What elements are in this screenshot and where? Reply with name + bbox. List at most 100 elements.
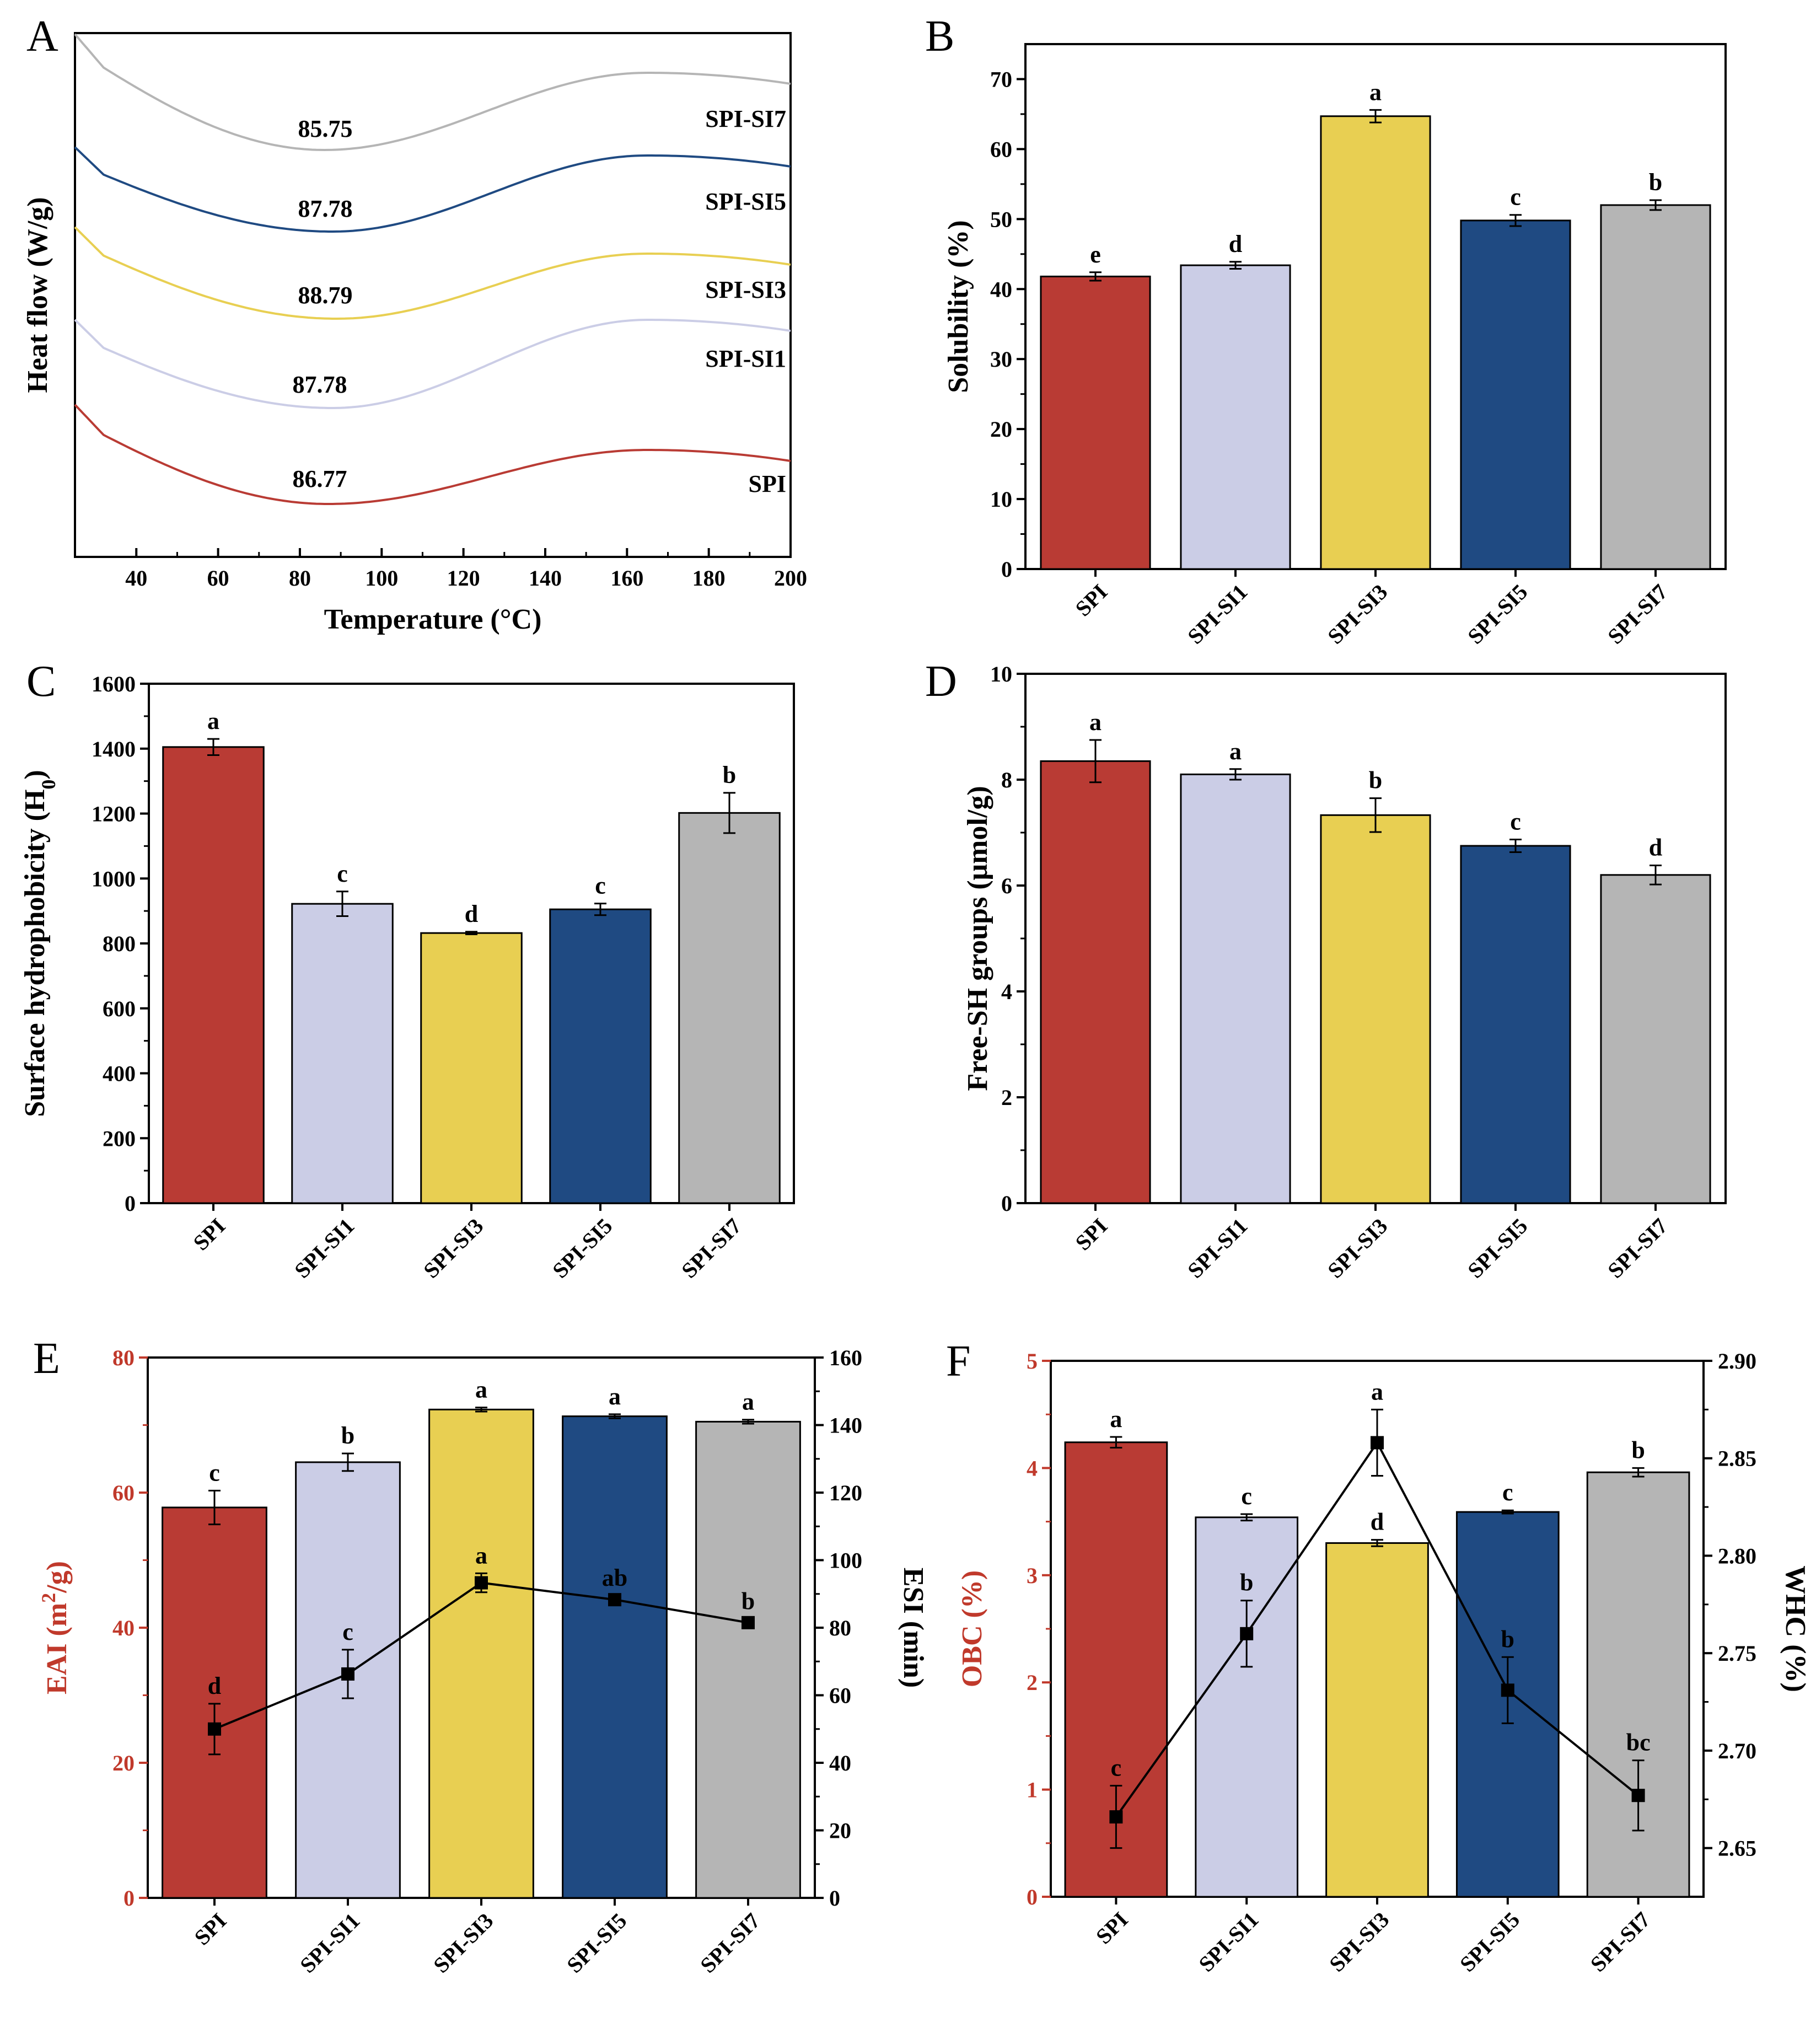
line-point [1109,1810,1123,1824]
x-tick-label: SPI-SI3 [1324,1907,1394,1977]
y-tick-label: 5 [1027,1349,1038,1374]
y-tick-label: 0 [1027,1885,1038,1909]
y-tick-label: 1200 [92,802,136,827]
significance-letter: c [595,872,606,899]
y2-tick-label: 160 [829,1345,862,1370]
y-axis-label-sub: 0 [37,780,60,790]
x-tick-label: SPI-SI1 [1183,580,1252,649]
x-tick-label: SPI [1071,1214,1113,1256]
x-tick-label: SPI [189,1214,230,1256]
y-tick-label: 1400 [92,737,136,761]
line-point [742,1616,755,1629]
dsc-curve-spi-si7 [74,33,791,152]
y2-tick-label: 0 [829,1886,840,1911]
bar-spi-si7 [1586,1471,1690,1898]
x-tick-label: SPI-SI7 [695,1908,765,1978]
bar-spi-si5 [549,908,652,1204]
line-point [1631,1789,1645,1802]
curve-label: SPI-SI7 [705,105,786,132]
x-tick-label: SPI-SI7 [1603,580,1672,649]
significance-letter: d [1371,1509,1384,1536]
x-tick-label: 60 [207,566,229,591]
panel-label-c: C [26,657,56,706]
significance-letter: a [1089,709,1102,736]
y-tick-label: 600 [103,996,136,1021]
significance-letter: b [341,1422,354,1449]
bar-spi-si7 [1600,204,1711,570]
y-left-main: EAI (m [41,1603,73,1694]
y-tick-label: 2 [1027,1670,1038,1695]
y-tick-label: 1000 [92,866,136,891]
dsc-curve-spi [74,404,791,505]
x-tick-label: SPI-SI3 [1323,1214,1392,1283]
plot-frame [74,32,792,558]
significance-letter: b [1649,169,1662,196]
y-axis-label-end: ) [19,770,51,779]
y-tick-label: 800 [103,931,136,956]
y-tick-label: 0 [125,1191,136,1216]
y-tick-label: 3 [1027,1563,1038,1588]
bar-spi [1040,760,1151,1204]
dsc-curve-spi-si1 [74,319,791,409]
significance-letter: d [1229,230,1242,257]
y2-tick-label: 2.65 [1718,1836,1756,1861]
significance-letter: a [475,1376,487,1403]
y-tick-label: 4 [1001,979,1012,1004]
significance-letter: b [723,761,736,788]
line-point [1371,1436,1384,1450]
x-tick-label: SPI-SI7 [1586,1907,1655,1977]
y2-tick-label: 2.75 [1718,1641,1756,1666]
bar-spi-si7 [678,812,781,1204]
significance-letter: a [1229,738,1242,765]
significance-letter: a [1369,78,1382,105]
y-axis-label-left: EAI (m2/g) [37,1561,73,1694]
peak-label: 88.79 [298,282,353,309]
y-tick-label: 20 [990,417,1012,442]
panel-label-a: A [26,12,58,61]
line-point [208,1722,221,1736]
line-point [475,1576,488,1590]
peak-label: 85.75 [298,115,353,142]
y-axis-label-main: Surface hydrophobicity (H [19,790,51,1117]
y2-tick-label: 40 [829,1751,851,1775]
x-tick-label: SPI-SI7 [676,1214,746,1283]
dsc-curve-spi-si3 [74,226,791,320]
peak-label: 87.78 [298,195,353,222]
line-significance-letter: b [1501,1625,1514,1653]
peak-label: 87.78 [293,371,347,398]
line-point [1501,1683,1514,1697]
curve-label: SPI-SI1 [705,345,786,372]
significance-letter: c [209,1459,220,1486]
bar-spi [162,746,265,1204]
y-tick-label: 10 [990,487,1012,512]
line-significance-letter: a [1371,1378,1383,1405]
y-tick-label: 60 [112,1480,135,1505]
y-tick-label: 0 [1001,557,1012,582]
line-significance-letter: ab [602,1564,627,1591]
line-significance-letter: bc [1626,1729,1651,1756]
line-significance-letter: c [1111,1755,1122,1782]
y2-tick-label: 20 [829,1818,851,1843]
y-tick-label: 20 [112,1751,135,1775]
curve-label: SPI-SI5 [705,188,786,215]
y2-tick-label: 120 [829,1480,862,1505]
significance-letter: b [1369,767,1382,794]
bar-spi-si7 [1600,874,1711,1204]
y-tick-label: 10 [990,662,1012,686]
x-tick-label: 40 [125,566,147,591]
y-axis-label-left: OBC (%) [957,1570,988,1687]
x-tick-label: 160 [610,566,643,591]
line-significance-letter: d [208,1672,221,1699]
x-tick-label: SPI-SI7 [1603,1214,1672,1283]
panel-b: 0 10 20 30 40 50 60 70 e SPI d SPI-SI1 a SPI-SI3 c SPI-… [925,12,1727,649]
dsc-curve-spi-si5 [74,146,791,233]
y2-tick-label: 60 [829,1683,851,1708]
panel-label-f: F [946,1337,971,1386]
y-tick-label: 40 [990,277,1012,302]
y2-tick-label: 2.90 [1718,1349,1756,1374]
y-tick-label: 1600 [92,672,136,696]
y2-tick-label: 80 [829,1616,851,1640]
bar-spi-si3 [420,932,523,1204]
line-point [608,1593,621,1607]
y2-tick-label: 2.80 [1718,1543,1756,1568]
